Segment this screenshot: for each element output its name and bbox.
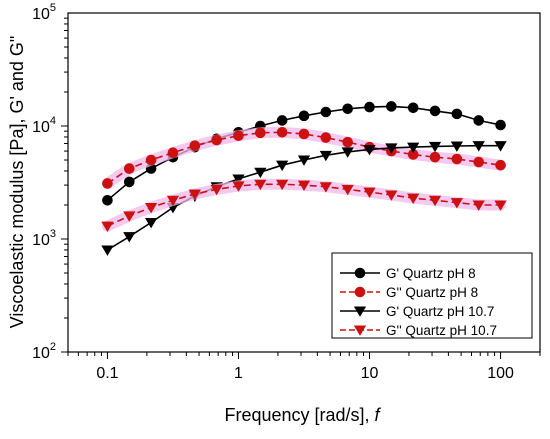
series-2: [101, 126, 507, 189]
legend-label: G'' Quartz pH 10.7: [386, 323, 497, 338]
data-point: [385, 190, 398, 201]
data-point: [473, 115, 485, 126]
data-point: [495, 159, 506, 171]
legend: G' Quartz pH 8 G'' Quartz pH 8 G' Quartz p…: [331, 252, 533, 339]
data-point: [210, 184, 223, 196]
legend-item: G' Quartz pH 8: [340, 266, 476, 281]
data-point: [166, 195, 180, 207]
data-point: [144, 203, 158, 214]
legend-marker: [354, 267, 366, 279]
legend-marker: [353, 306, 367, 317]
data-point: [167, 147, 179, 159]
data-point: [298, 110, 310, 122]
data-point: [276, 179, 289, 191]
data-point: [298, 128, 310, 140]
data-point: [473, 156, 485, 168]
data-point: [144, 217, 158, 229]
data-point: [451, 108, 463, 120]
data-point: [494, 200, 507, 211]
data-point: [123, 176, 135, 188]
legend-marker: [354, 286, 366, 298]
data-point: [429, 151, 441, 163]
data-point: [319, 150, 332, 162]
data-point: [123, 232, 136, 243]
y-tick-label: 105: [32, 2, 56, 23]
legend-label: G' Quartz pH 10.7: [386, 304, 494, 319]
data-point: [320, 106, 332, 118]
y-tick-label: 103: [32, 228, 56, 249]
series-group: [101, 101, 507, 256]
data-point: [101, 245, 114, 256]
data-point: [341, 147, 354, 158]
data-point: [386, 101, 397, 112]
data-point: [102, 178, 113, 189]
data-point: [276, 115, 288, 126]
data-point: [254, 167, 267, 179]
y-axis-title: Viscoelastic modulus [Pa], G' and G": [7, 36, 27, 329]
legend-label: G'' Quartz pH 8: [386, 285, 478, 300]
series-3: [101, 141, 507, 256]
data-point: [451, 153, 463, 165]
data-point: [188, 189, 201, 200]
data-point: [364, 101, 375, 113]
data-point: [319, 182, 332, 193]
data-point: [123, 211, 136, 222]
data-point: [494, 141, 507, 152]
y-tick-label: 102: [32, 341, 56, 362]
data-point: [450, 198, 464, 209]
data-point: [429, 105, 441, 117]
x-tick-label: 100: [487, 365, 514, 382]
data-point: [276, 126, 288, 138]
data-point: [495, 119, 506, 131]
data-point: [341, 184, 354, 196]
legend-item: G' Quartz pH 10.7: [340, 304, 494, 319]
legend-box: [331, 252, 533, 339]
data-point: [102, 195, 113, 206]
x-axis-title: Frequency [rad/s], f: [224, 405, 381, 425]
axis-ticks: 0.1 1 10 100 102 103 104 105: [32, 2, 541, 382]
data-point: [407, 102, 419, 114]
data-point: [123, 163, 135, 174]
legend-item: G'' Quartz pH 10.7: [340, 323, 497, 338]
x-tick-label: 0.1: [96, 365, 118, 382]
data-point: [297, 155, 311, 166]
data-point: [472, 200, 485, 211]
legend-item: G'' Quartz pH 8: [340, 285, 478, 300]
data-point: [407, 142, 420, 154]
data-point: [407, 193, 420, 205]
data-point: [342, 103, 353, 115]
data-point: [255, 127, 266, 139]
data-point: [320, 132, 332, 143]
data-point: [385, 143, 398, 154]
x-tick-label: 10: [361, 365, 379, 382]
data-point: [189, 140, 201, 151]
data-point: [254, 179, 267, 191]
data-point: [101, 221, 114, 233]
data-point: [232, 174, 245, 185]
data-point: [276, 160, 289, 172]
legend-marker: [353, 325, 367, 336]
data-point: [363, 187, 376, 199]
data-point: [145, 154, 157, 166]
data-point: [233, 130, 244, 142]
data-point: [342, 136, 353, 148]
data-point: [211, 134, 222, 146]
series-4: [101, 178, 507, 233]
legend-label: G' Quartz pH 8: [386, 266, 476, 281]
data-point: [450, 141, 464, 152]
data-point: [428, 195, 442, 207]
plot-frame: [67, 12, 541, 353]
y-tick-label: 104: [32, 115, 56, 136]
x-tick-label: 1: [234, 365, 243, 382]
data-point: [297, 180, 311, 191]
data-point: [472, 141, 485, 152]
data-point: [428, 141, 442, 153]
data-point: [363, 144, 376, 156]
data-point: [232, 181, 245, 192]
